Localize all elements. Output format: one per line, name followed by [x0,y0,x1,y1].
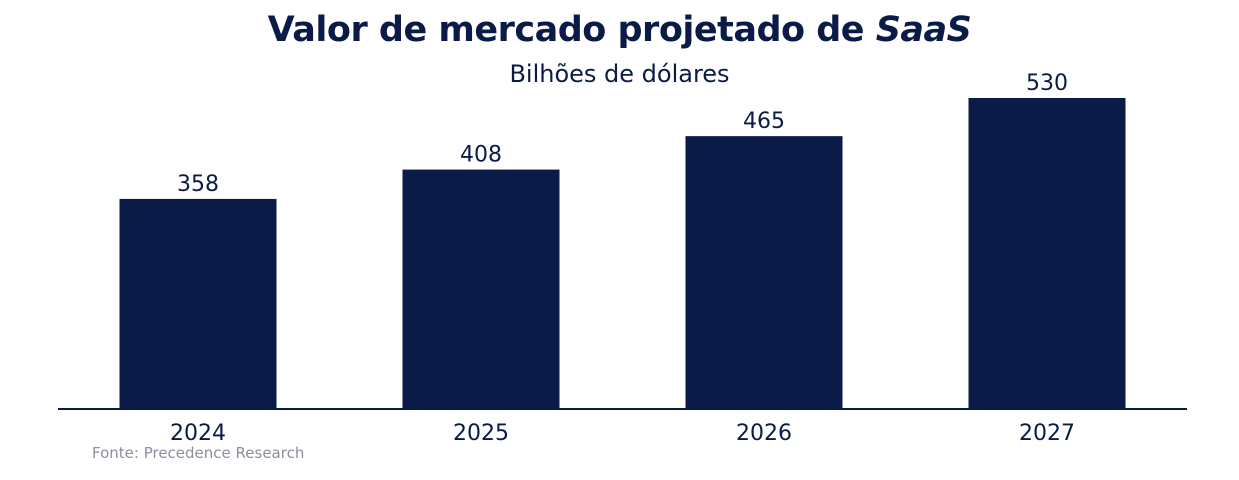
value-label-2027: 530 [1026,71,1068,96]
chart-subtitle: Bilhões de dólares [509,60,730,88]
bar-2027 [968,98,1126,409]
x-tick-label-2027: 2027 [1019,421,1075,446]
source-note: Fonte: Precedence Research [92,444,305,462]
bar-2025 [402,169,560,409]
chart-title: Valor de mercado projetado de SaaS [0,10,1239,50]
value-labels-group: 358 408 465 530 [177,71,1068,197]
bar-2026 [685,136,843,409]
x-tick-labels-group: 2024 2025 2026 2027 [170,421,1075,446]
bar-2024 [119,198,277,409]
x-tick-label-2024: 2024 [170,421,226,446]
chart-title-main: Valor de mercado projetado de [267,10,876,50]
value-label-2026: 465 [743,109,785,134]
chart-title-emphasis: SaaS [875,10,972,50]
x-tick-label-2026: 2026 [736,421,792,446]
bars-group [119,98,1126,409]
x-tick-label-2025: 2025 [453,421,509,446]
value-label-2025: 408 [460,143,502,168]
value-label-2024: 358 [177,172,219,197]
